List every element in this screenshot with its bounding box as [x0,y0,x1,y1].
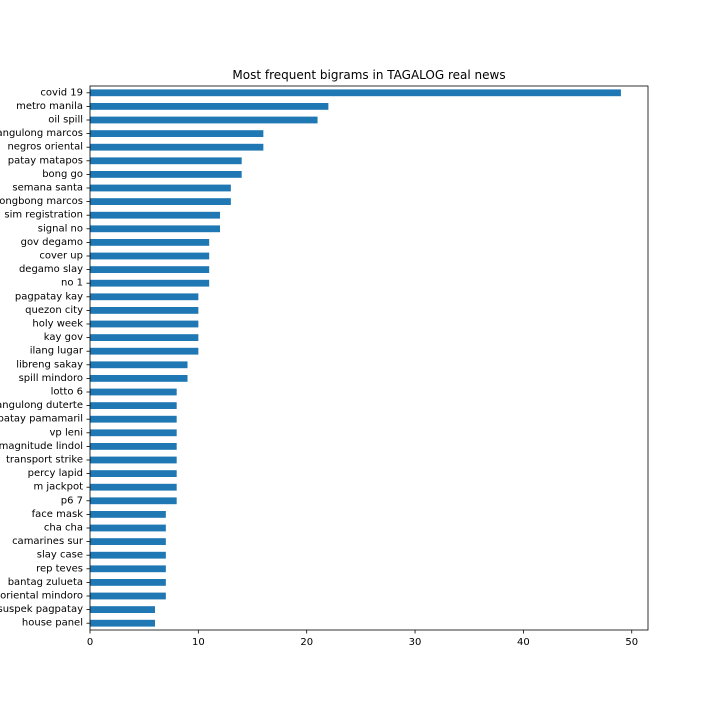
bar [90,198,231,205]
bar [90,606,156,613]
y-tick-label: slay case [37,550,83,561]
bar [90,538,166,545]
bar [90,375,188,382]
bar [90,388,177,396]
y-tick-label: ilang lugar [30,346,84,357]
bar [90,456,177,464]
y-tick-label: holy week [32,319,83,330]
bar [90,293,199,301]
y-tick-label: vp leni [50,427,84,438]
y-tick-label: pangulong duterte [0,400,83,411]
y-tick-label: cha cha [44,523,83,534]
bar [90,116,318,124]
y-tick-label: pagpatay kay [15,291,83,302]
bar [90,307,199,314]
bar [90,470,177,477]
y-tick-label: pangulong marcos [0,128,83,139]
x-tick-label: 30 [409,637,422,648]
chart-title: Most frequent bigrams in TAGALOG real ne… [232,68,505,82]
y-tick-label: lotto 6 [51,387,83,398]
bar [90,402,177,409]
y-tick-label: covid 19 [40,87,83,98]
bar [90,266,210,273]
bar [90,334,199,341]
y-tick-label: semana santa [12,183,83,194]
bar [90,130,264,137]
y-tick-label: degamo slay [19,264,83,275]
y-tick-label: no 1 [61,278,83,289]
y-tick-label: patay pamamaril [0,414,83,425]
plot-frame [89,85,649,631]
bar [90,511,166,518]
y-tick-label: spill mindoro [19,373,83,384]
y-tick-label: bantag zulueta [8,577,83,588]
y-tick-label: oriental mindoro [0,591,83,602]
x-tick-label: 0 [87,637,93,648]
x-tick-label: 50 [625,637,638,648]
y-tick-label: p6 7 [61,495,83,506]
x-tick-label: 10 [192,637,205,648]
bar [90,415,177,423]
y-tick-label: m jackpot [33,482,83,493]
y-tick-label: bong go [42,169,83,180]
y-tick-label: cover up [39,251,83,262]
bar [90,225,221,233]
bar [90,171,242,178]
bar [90,497,177,505]
y-axis: covid 19 metro manila oil spill pangulong m… [0,87,90,629]
bar [90,361,188,369]
y-tick-label: kay gov [44,332,83,343]
y-tick-label: face mask [32,509,84,520]
bar [90,565,166,573]
bar [90,429,177,437]
y-tick-label: camarines sur [12,536,84,547]
bar [90,143,264,151]
bar [90,551,166,559]
y-tick-label: magnitude lindol [0,441,83,452]
y-tick-label: quezon city [25,305,83,316]
bar [90,483,177,491]
bar [90,184,231,192]
bar [90,279,210,287]
y-tick-label: patay matapos [8,155,83,166]
bar [90,103,329,110]
bar [90,89,621,97]
y-tick-label: suspek pagpatay [0,604,83,615]
x-axis: 0 10 20 30 40 50 [87,630,638,648]
y-tick-label: metro manila [16,101,83,112]
bars-group [90,89,621,627]
y-tick-label: libreng sakay [16,359,83,370]
y-tick-label: negros oriental [7,142,83,153]
y-tick-label: percy lapid [28,468,83,479]
y-tick-label: oil spill [48,115,83,126]
x-tick-label: 20 [300,637,313,648]
bar [90,619,156,627]
x-tick-label: 40 [517,637,530,648]
y-tick-label: rep teves [36,563,83,574]
bar [90,579,166,586]
y-tick-label: transport strike [6,455,83,466]
y-tick-label: bongbong marcos [0,196,83,207]
bar [90,347,199,355]
y-tick-label: house panel [22,618,83,629]
bar [90,252,210,260]
bar [90,211,221,219]
bar [90,239,210,246]
y-tick-label: sim registration [4,210,83,221]
bar [90,443,177,450]
y-tick-label: gov degamo [21,237,83,248]
bar [90,157,242,165]
bar [90,592,166,600]
bar [90,524,166,532]
bar [90,320,199,328]
y-tick-label: signal no [38,223,83,234]
